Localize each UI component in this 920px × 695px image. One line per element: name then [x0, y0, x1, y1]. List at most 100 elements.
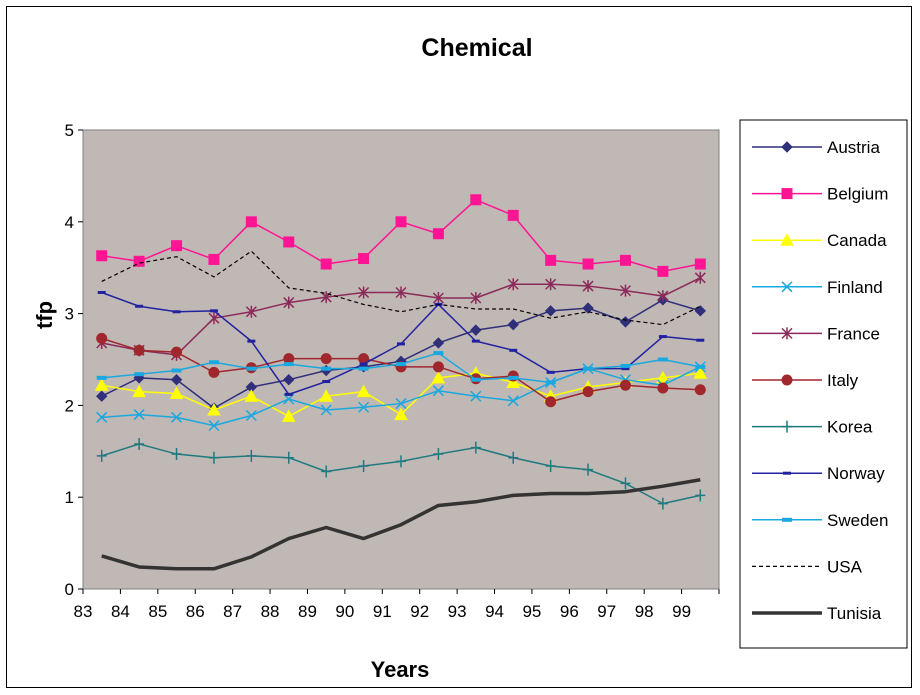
series-belgium: [96, 194, 706, 277]
x-tick-label: 85: [148, 602, 167, 621]
data-point-france: [283, 296, 295, 309]
data-point-italy: [582, 386, 594, 398]
x-tick-label: 96: [560, 602, 579, 621]
legend-label-korea: Korea: [827, 418, 873, 437]
x-tick-label: 97: [597, 602, 616, 621]
legend-marker-korea: [782, 420, 792, 433]
data-point-korea: [545, 459, 556, 472]
legend-item-korea: Korea: [752, 418, 873, 437]
legend-item-sweden: Sweden: [752, 511, 888, 530]
data-point-sweden: [396, 362, 406, 367]
data-point-france: [320, 291, 332, 304]
data-point-belgium: [171, 240, 183, 252]
legend-label-belgium: Belgium: [827, 185, 888, 204]
legend-marker-france: [781, 327, 793, 340]
data-point-finland: [245, 409, 257, 422]
y-tick-label: 4: [65, 213, 74, 232]
x-tick-label: 89: [298, 602, 317, 621]
data-point-korea: [620, 477, 631, 490]
data-point-canada: [431, 370, 446, 384]
legend-item-italy: Italy: [752, 371, 859, 390]
data-point-norway: [172, 310, 181, 314]
data-point-finland: [320, 404, 332, 416]
legend-marker-canada: [780, 233, 794, 246]
data-point-sweden: [171, 368, 182, 373]
data-point-austria: [283, 373, 295, 386]
legend-item-canada: Canada: [752, 231, 887, 250]
x-tick-label: 94: [485, 602, 504, 621]
data-point-austria: [507, 318, 519, 331]
data-point-canada: [207, 402, 221, 416]
data-point-sweden: [283, 362, 294, 367]
data-point-finland: [96, 411, 108, 423]
data-point-norway: [284, 392, 293, 396]
data-point-norway: [621, 367, 630, 371]
data-point-belgium: [208, 253, 220, 265]
data-point-belgium: [545, 254, 557, 266]
y-tick-label: 5: [65, 121, 74, 140]
data-point-finland: [208, 420, 220, 432]
series-usa: [101, 250, 701, 326]
x-tick-label: 88: [261, 602, 280, 621]
data-point-korea: [583, 463, 594, 476]
x-tick-label: 87: [223, 602, 242, 621]
data-point-sweden: [321, 366, 332, 371]
data-point-norway: [359, 362, 368, 366]
data-point-norway: [97, 290, 106, 294]
legend-marker-italy: [781, 374, 793, 386]
data-point-canada: [281, 409, 296, 422]
data-point-canada: [693, 366, 708, 379]
data-point-belgium: [582, 258, 594, 270]
data-point-korea: [283, 451, 294, 464]
data-point-finland: [432, 385, 444, 397]
data-point-norway: [471, 339, 480, 343]
x-tick-label: 91: [373, 602, 392, 621]
data-point-korea: [358, 459, 369, 472]
legend-label-finland: Finland: [827, 278, 883, 297]
x-axis-title: Years: [371, 657, 430, 682]
data-point-sweden: [545, 380, 556, 385]
series-line-usa: [101, 250, 701, 326]
data-point-korea: [657, 497, 668, 510]
legend-marker-sweden: [782, 517, 792, 522]
x-tick-label: 83: [74, 602, 93, 621]
data-point-france: [657, 290, 669, 303]
legend-label-norway: Norway: [827, 464, 885, 483]
y-tick-label: 3: [65, 305, 74, 324]
data-point-korea: [396, 455, 406, 468]
data-point-italy: [432, 361, 444, 373]
data-point-norway: [696, 338, 705, 342]
x-tick-label: 84: [111, 602, 130, 621]
legend: Austria Belgium Canada Finland France Italy Ko…: [739, 119, 908, 649]
data-point-italy: [96, 332, 108, 344]
data-point-korea: [695, 489, 706, 502]
y-axis-title: tfp: [32, 301, 57, 329]
data-point-belgium: [395, 216, 407, 228]
data-point-canada: [132, 384, 146, 398]
data-point-sweden: [96, 375, 107, 380]
x-axis: 83 84 85 86 87 88 89 90 91 92 93 94 95 96 97 98 99: [74, 589, 720, 621]
legend-label-canada: Canada: [827, 231, 887, 250]
data-point-korea: [433, 448, 444, 461]
data-point-finland: [133, 409, 145, 421]
legend-marker-finland: [781, 281, 793, 293]
series-italy: [96, 332, 706, 408]
data-point-belgium: [432, 228, 444, 240]
data-point-finland: [470, 390, 482, 402]
data-point-austria: [582, 302, 594, 314]
legend-label-sweden: Sweden: [827, 511, 888, 530]
data-point-korea: [508, 451, 519, 464]
data-point-austria: [694, 305, 707, 317]
data-point-austria: [470, 324, 482, 336]
data-point-sweden: [470, 377, 481, 382]
data-point-sweden: [433, 351, 444, 356]
data-point-belgium: [96, 250, 108, 262]
data-point-italy: [171, 346, 183, 358]
data-point-belgium: [619, 254, 631, 266]
data-point-sweden: [508, 375, 519, 380]
data-point-korea: [246, 449, 257, 462]
data-point-finland: [507, 395, 519, 407]
data-point-sweden: [695, 364, 706, 369]
data-point-italy: [133, 344, 145, 356]
data-point-belgium: [358, 253, 370, 265]
